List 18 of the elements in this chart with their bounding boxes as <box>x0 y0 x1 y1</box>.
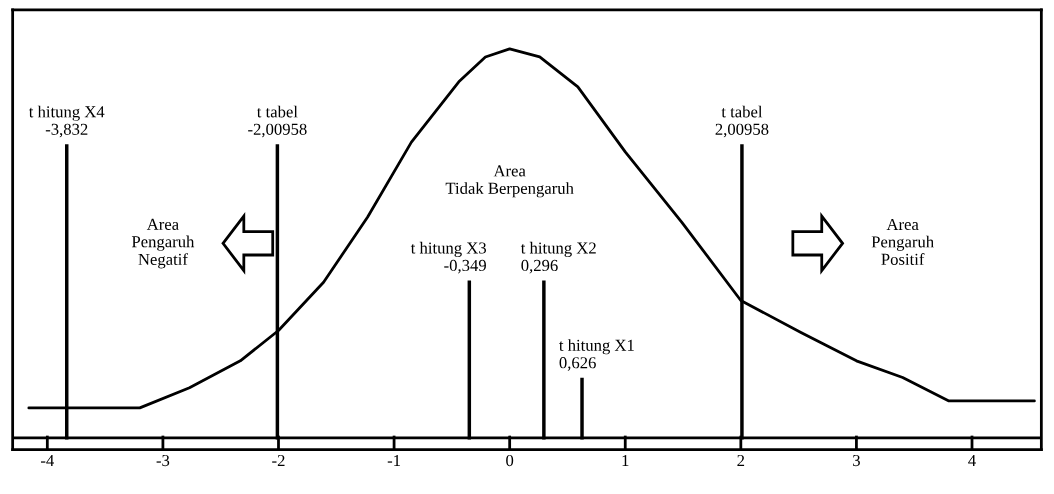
x-tick-label: 0 <box>506 454 514 467</box>
x-tick-label: -1 <box>387 454 401 466</box>
x-tick-label: 4 <box>968 454 976 466</box>
ref-line-label: t hitung X2 0,296 <box>520 241 596 274</box>
x-tick-label: -3 <box>156 454 170 467</box>
ref-line-label: t hitung X4 -3,832 <box>28 105 105 138</box>
ref-line-label: t hitung X1 0,626 <box>559 339 634 371</box>
x-tick-label: -4 <box>41 454 55 466</box>
x-tick-label: -2 <box>272 454 285 466</box>
annotation: Area Tidak Berpengaruh <box>445 165 574 198</box>
annotation: Area Pengaruh Positif <box>871 218 934 265</box>
ref-line-label: t tabel -2,00958 <box>248 105 307 138</box>
x-tick-label: 2 <box>737 454 745 466</box>
ref-line-label: t hitung X3 -0,349 <box>410 241 487 274</box>
ref-line-label: t tabel 2,00958 <box>715 105 769 138</box>
annotation: Area Pengaruh Negatif <box>131 218 195 269</box>
x-tick-label: 3 <box>853 454 860 467</box>
x-tick-label: 1 <box>622 454 629 466</box>
